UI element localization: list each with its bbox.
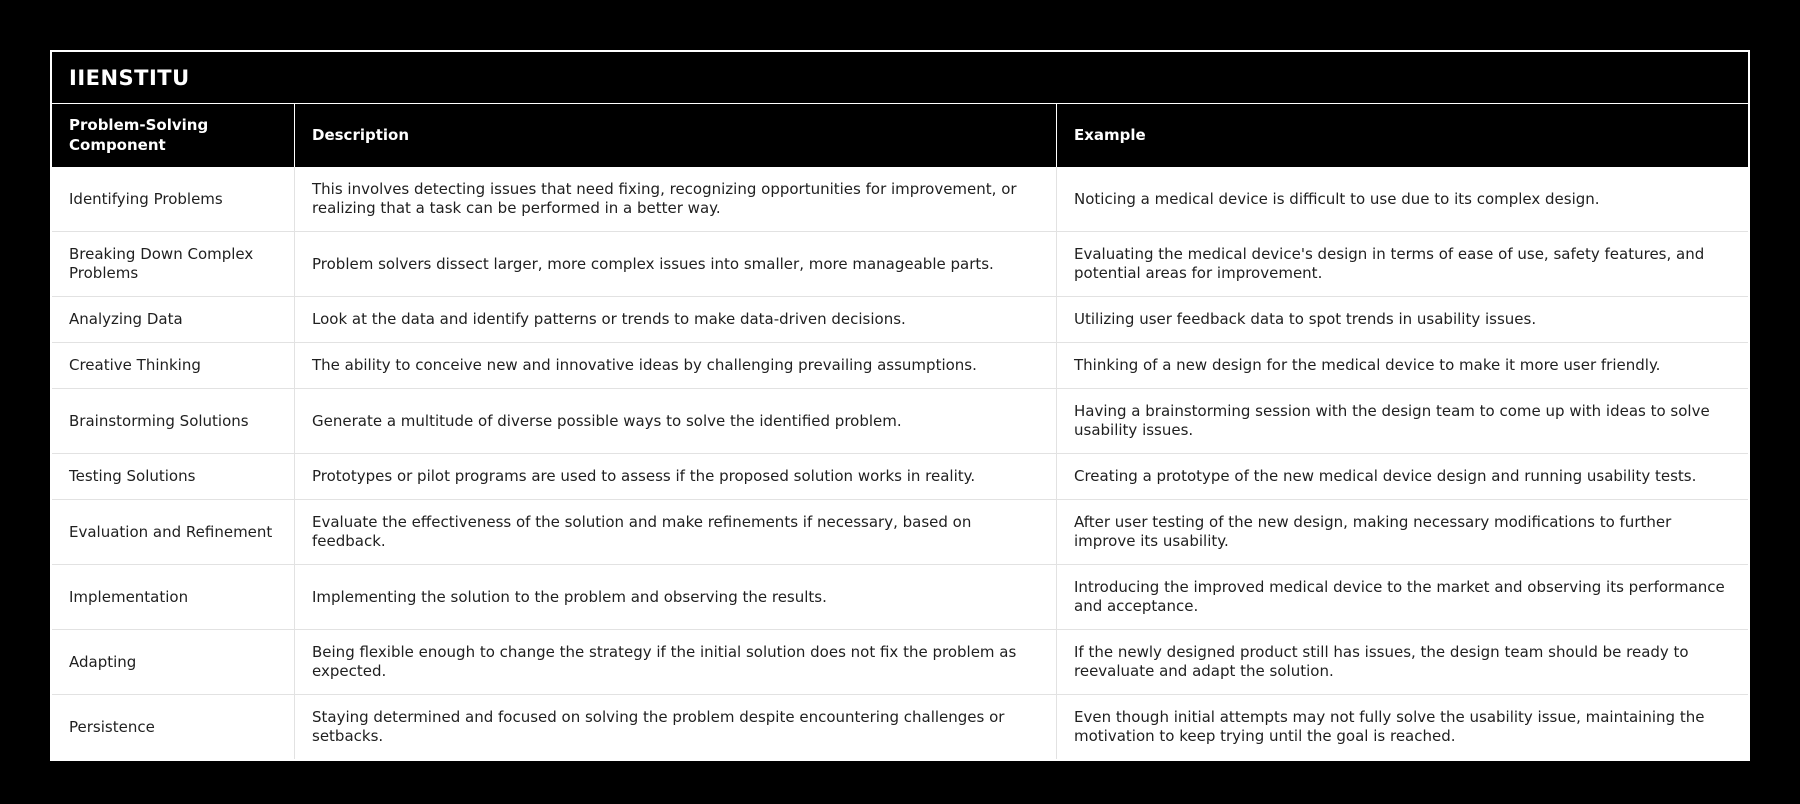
component-cell: Evaluation and Refinement	[52, 500, 295, 564]
example-cell: After user testing of the new design, ma…	[1074, 513, 1672, 550]
component-cell: Adapting	[52, 630, 295, 694]
example-cell: Utilizing user feedback data to spot tre…	[1074, 310, 1537, 328]
example-cell: Thinking of a new design for the medical…	[1074, 356, 1661, 374]
description-cell: Staying determined and focused on solvin…	[295, 695, 1057, 759]
component-cell: Creative Thinking	[52, 343, 295, 388]
problem-solving-table: IIENSTITU Problem-Solving Component Desc…	[50, 50, 1750, 761]
table-row: Evaluation and Refinement Evaluate the e…	[52, 500, 1748, 565]
table-row: Breaking Down Complex Problems Problem s…	[52, 232, 1748, 297]
table-row: Brainstorming Solutions Generate a multi…	[52, 389, 1748, 454]
example-cell: Creating a prototype of the new medical …	[1074, 467, 1697, 485]
table-row: Persistence Staying determined and focus…	[52, 695, 1748, 759]
component-cell: Analyzing Data	[52, 297, 295, 342]
example-cell: If the newly designed product still has …	[1074, 643, 1689, 680]
column-header-example: Example	[1074, 125, 1146, 144]
description-cell: Generate a multitude of diverse possible…	[295, 389, 1057, 453]
table-row: Adapting Being flexible enough to change…	[52, 630, 1748, 695]
description-cell: Problem solvers dissect larger, more com…	[295, 232, 1057, 296]
component-cell: Implementation	[52, 565, 295, 629]
example-cell: Noticing a medical device is difficult t…	[1074, 189, 1600, 208]
table-row: Creative Thinking The ability to conceiv…	[52, 343, 1748, 389]
table-title: IIENSTITU	[52, 52, 1748, 104]
component-cell: Brainstorming Solutions	[52, 389, 295, 453]
description-cell: This involves detecting issues that need…	[295, 167, 1057, 231]
table-row: Implementation Implementing the solution…	[52, 565, 1748, 630]
description-cell: Being flexible enough to change the stra…	[295, 630, 1057, 694]
example-cell: Introducing the improved medical device …	[1074, 578, 1725, 615]
table-row: Analyzing Data Look at the data and iden…	[52, 297, 1748, 343]
table-body: Identifying Problems This involves detec…	[52, 167, 1748, 759]
table-row: Testing Solutions Prototypes or pilot pr…	[52, 454, 1748, 500]
description-cell: Prototypes or pilot programs are used to…	[295, 454, 1057, 499]
component-cell: Persistence	[52, 695, 295, 759]
component-cell: Breaking Down Complex Problems	[52, 232, 295, 296]
example-cell: Even though initial attempts may not ful…	[1074, 708, 1705, 745]
column-header-description: Description	[295, 104, 1057, 167]
description-cell: The ability to conceive new and innovati…	[295, 343, 1057, 388]
example-cell: Having a brainstorming session with the …	[1074, 402, 1710, 439]
table-row: Identifying Problems This involves detec…	[52, 167, 1748, 232]
component-cell: Testing Solutions	[52, 454, 295, 499]
description-cell: Look at the data and identify patterns o…	[295, 297, 1057, 342]
example-cell: Evaluating the medical device's design i…	[1074, 245, 1705, 282]
table-header-row: Problem-Solving Component Description Ex…	[52, 104, 1748, 167]
description-cell: Implementing the solution to the problem…	[295, 565, 1057, 629]
component-cell: Identifying Problems	[52, 167, 295, 231]
description-cell: Evaluate the effectiveness of the soluti…	[295, 500, 1057, 564]
column-header-component: Problem-Solving Component	[52, 104, 295, 167]
